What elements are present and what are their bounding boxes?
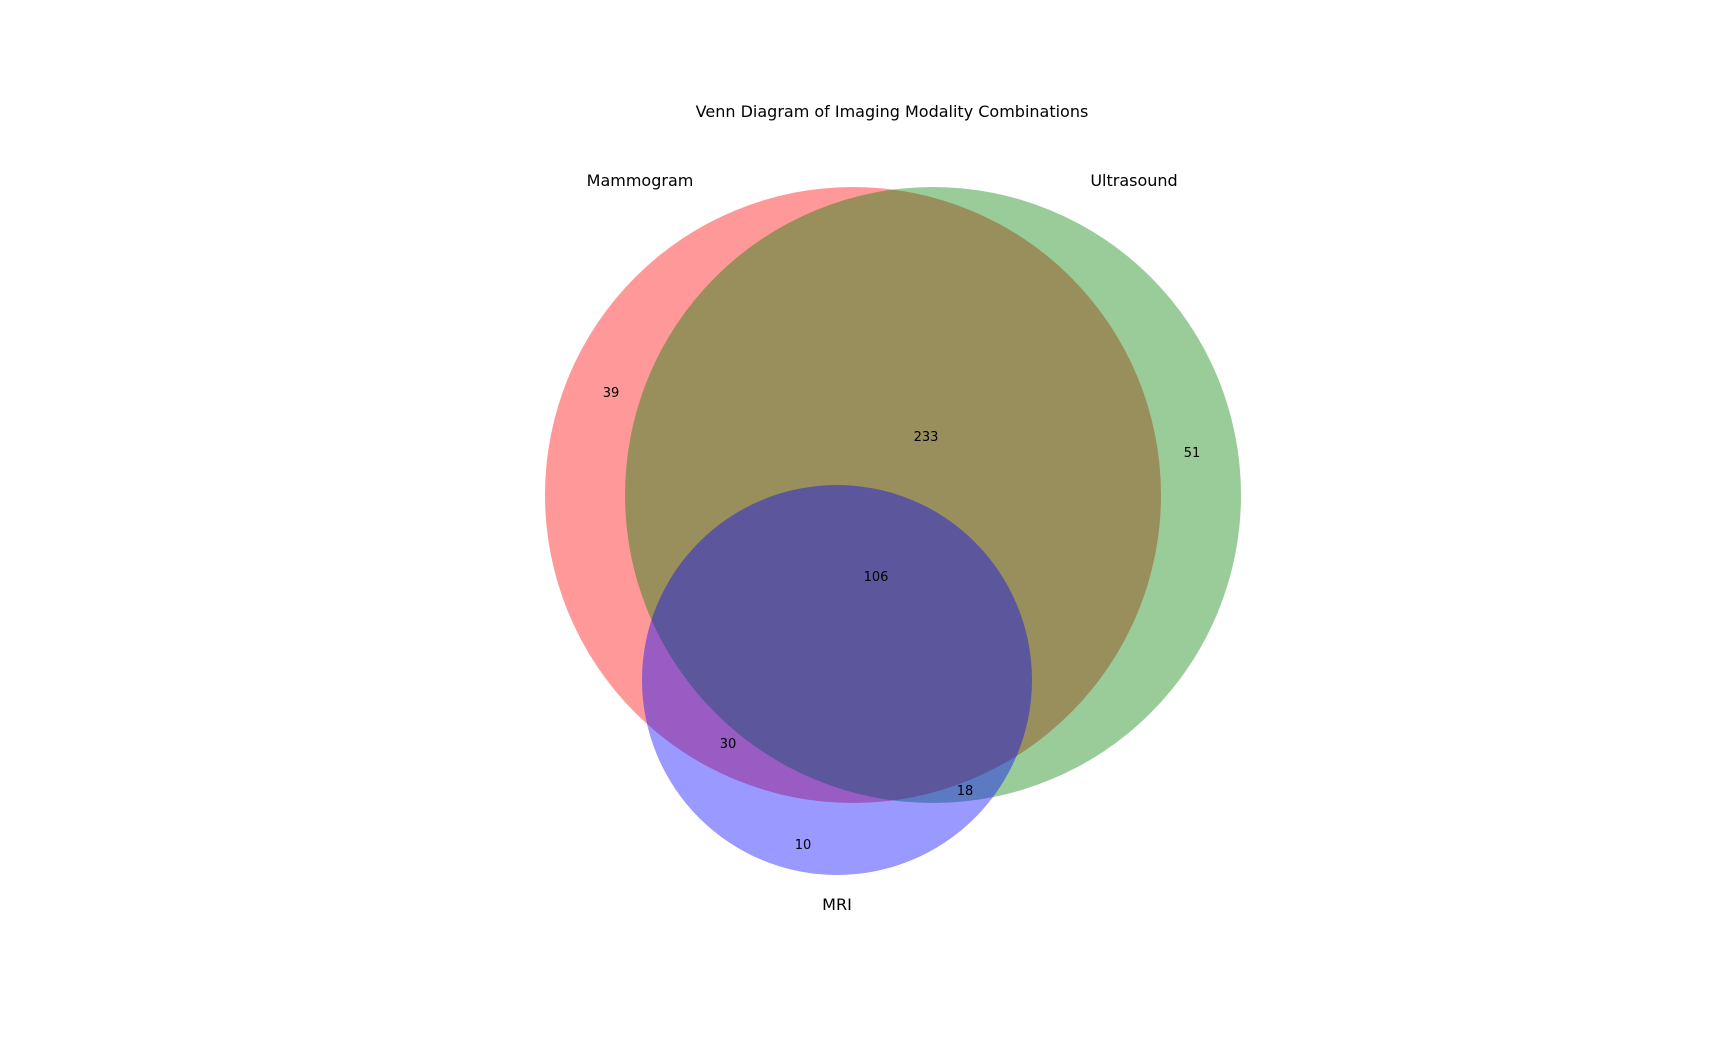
chart-title: Venn Diagram of Imaging Modality Combina… xyxy=(696,102,1089,121)
region-count-ultrasound-only: 51 xyxy=(1184,446,1201,461)
set-label-mri: MRI xyxy=(822,895,852,914)
set-label-mammogram: Mammogram xyxy=(587,171,694,190)
set-label-ultrasound: Ultrasound xyxy=(1090,171,1177,190)
set-circle-ultrasound xyxy=(625,187,1241,803)
region-count-mammogram-only: 39 xyxy=(603,386,620,401)
region-count-all-three: 106 xyxy=(864,570,889,585)
set-circle-mri xyxy=(642,485,1032,875)
set-circle-mammogram xyxy=(545,187,1161,803)
region-count-mammogram-ultrasound: 233 xyxy=(914,430,939,445)
region-count-ultrasound-mri: 18 xyxy=(957,784,974,799)
venn-circles xyxy=(545,187,1241,875)
region-count-mri-only: 10 xyxy=(795,838,812,853)
region-count-mammogram-mri: 30 xyxy=(720,737,737,752)
